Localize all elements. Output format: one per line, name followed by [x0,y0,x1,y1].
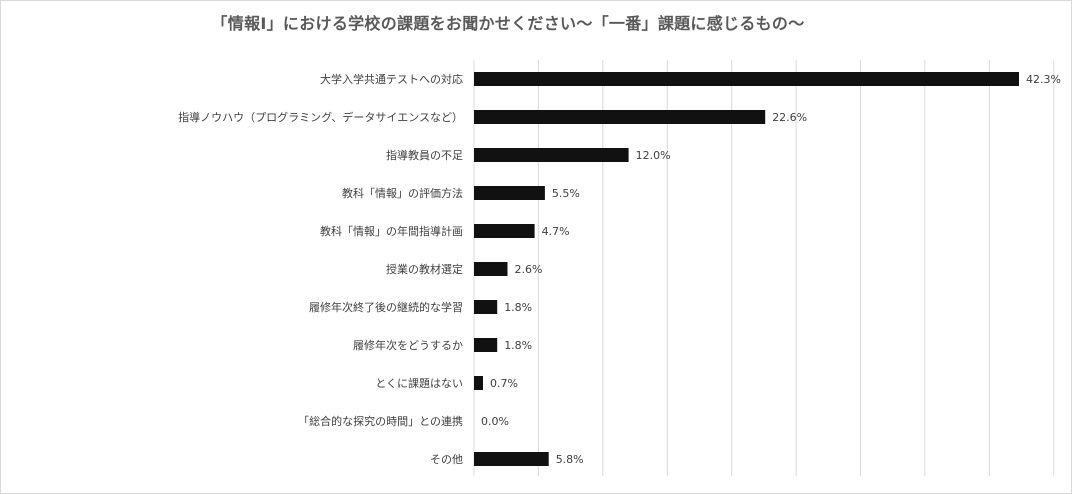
category-label: とくに課題はない [375,376,463,390]
category-label: 指導ノウハウ（プログラミング、データサイエンスなど） [178,110,463,124]
category-label: その他 [430,453,463,466]
bar [474,110,766,124]
bar [474,186,545,200]
bar [474,148,629,162]
data-label: 0.0% [481,415,509,428]
category-label: 「総合的な探究の時間」との連携 [298,414,463,428]
category-label: 指導教員の不足 [386,148,463,162]
data-label: 5.5% [552,187,580,200]
bar [474,224,535,238]
data-label: 1.8% [504,301,532,314]
data-label: 5.8% [556,453,584,466]
bar [474,72,1019,86]
chart-title: 「情報Ⅰ」における学校の課題をお聞かせください～「一番」課題に感じるもの～ [211,14,805,33]
category-label: 教科「情報」の年間指導計画 [320,224,463,238]
data-label: 0.7% [490,377,518,390]
category-label: 大学入学共通テストへの対応 [320,72,463,86]
bar [474,376,483,390]
data-label: 2.6% [515,263,543,276]
bar [474,262,508,276]
data-label: 12.0% [636,149,671,162]
data-label: 4.7% [542,225,570,238]
bar [474,338,498,352]
bar [474,300,498,314]
data-label: 22.6% [772,111,807,124]
category-label: 履修年次終了後の継続的な学習 [309,300,463,314]
data-label: 42.3% [1026,73,1061,86]
bar [474,452,549,466]
category-label: 教科「情報」の評価方法 [342,186,463,200]
data-label: 1.8% [504,339,532,352]
category-label: 授業の教材選定 [386,262,463,276]
category-label: 履修年次をどうするか [353,338,463,352]
